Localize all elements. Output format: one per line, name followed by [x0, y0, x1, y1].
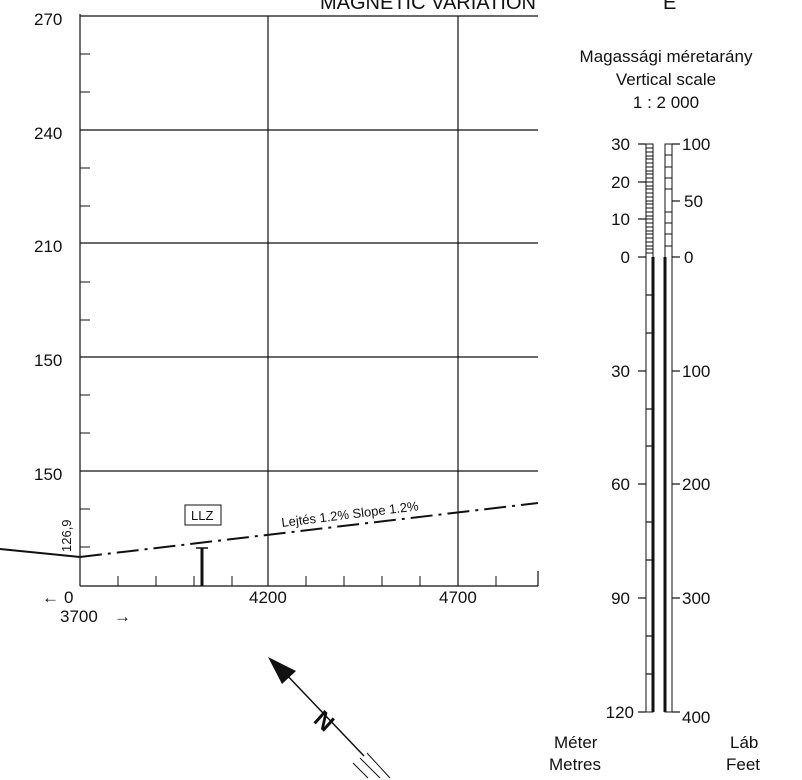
metres-label-90: 90	[611, 589, 630, 608]
y-axis-label-150b: 150	[34, 465, 62, 484]
feet-unit-hu: Láb	[730, 733, 758, 752]
scale-ratio: 1 : 2 000	[633, 93, 699, 112]
north-arrow-label: N	[308, 706, 339, 738]
feet-label-50: 50	[684, 192, 703, 211]
metres-scale-major-ticks	[638, 143, 653, 713]
feet-unit-en: Feet	[726, 755, 760, 774]
horizontal-axis-ticks	[117, 576, 497, 586]
feet-label-200: 200	[682, 475, 710, 494]
y-axis-label-150a: 150	[34, 351, 62, 370]
x-axis-arrow-left: ←	[42, 588, 59, 607]
metres-label-120: 120	[606, 703, 634, 722]
feet-label-100: 100	[682, 362, 710, 381]
metres-label-10: 10	[611, 210, 630, 229]
y-axis-label-240: 240	[34, 124, 62, 143]
metres-unit-hu: Méter	[554, 733, 598, 752]
approach-path-solid	[0, 548, 81, 558]
north-arrow-icon	[268, 657, 391, 779]
llz-label: LLZ	[191, 508, 213, 523]
x-axis-offset-label: 3700	[60, 607, 98, 626]
approach-slope-line	[79, 502, 539, 558]
metres-label-20: 20	[611, 173, 630, 192]
x-axis-label-4700: 4700	[439, 588, 477, 607]
llz-label-box	[184, 504, 222, 526]
metres-label-30: 30	[611, 362, 630, 381]
magnetic-variation-label: MAGNETIC VARIATION	[320, 0, 536, 14]
feet-scale-major-ticks	[672, 143, 680, 713]
feet-label-0: 0	[684, 248, 693, 267]
feet-scale-fine-ticks	[665, 154, 672, 247]
y-axis-label-270: 270	[34, 10, 62, 29]
feet-label-400: 400	[682, 708, 710, 727]
profile-grid	[79, 14, 539, 587]
metres-unit-en: Metres	[549, 755, 601, 774]
x-axis-label-4200: 4200	[249, 588, 287, 607]
threshold-elevation: 126,9	[59, 519, 74, 552]
metres-label-0: 0	[621, 248, 630, 267]
scale-title-hu: Magassági méretarány	[580, 47, 753, 66]
magnetic-variation-value: E	[663, 0, 676, 14]
metres-scale-fine-ticks	[646, 147, 653, 254]
vertical-scale-bars	[645, 143, 673, 713]
metres-label-60: 60	[611, 475, 630, 494]
x-axis-arrow-right: →	[114, 607, 131, 626]
x-axis-label-zero: 0	[64, 588, 73, 607]
feet-label-300: 300	[682, 589, 710, 608]
metres-label-30-top: 30	[611, 135, 630, 154]
vertical-axis-ticks	[80, 53, 90, 548]
scale-title-en: Vertical scale	[616, 70, 716, 89]
feet-label-100-top: 100	[682, 135, 710, 154]
y-axis-label-210: 210	[34, 237, 62, 256]
